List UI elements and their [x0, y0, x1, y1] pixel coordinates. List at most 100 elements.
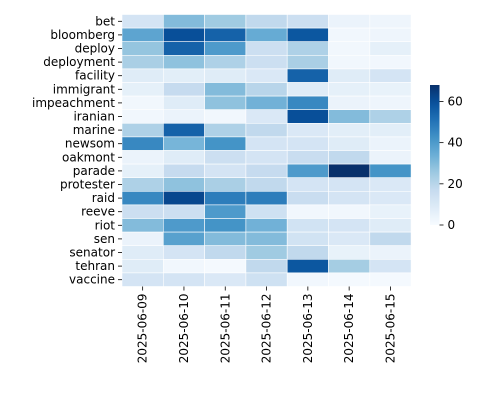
heatmap-cell: bloomberg / 2025-06-13: 58	[286, 27, 329, 43]
heatmap-cell: parade / 2025-06-15: 42	[369, 163, 412, 179]
heatmap-cell: raid / 2025-06-12: 48	[245, 191, 288, 206]
heatmap-cell: iranian / 2025-06-11: 2	[204, 109, 247, 124]
heatmap-cell: vaccine / 2025-06-13: 2	[286, 272, 329, 287]
heatmap-cell: deploy / 2025-06-11: 40	[204, 41, 247, 56]
heatmap-cell: newsom / 2025-06-14: 8	[328, 136, 371, 151]
heatmap-cell: deploy / 2025-06-10: 55	[163, 41, 205, 56]
heatmap-cell: vaccine / 2025-06-15: 1	[369, 272, 412, 287]
heatmap-cell: deploy / 2025-06-09: 27	[121, 41, 164, 56]
heatmap-cell: marine / 2025-06-12: 18	[245, 123, 288, 138]
heatmap-cell: tehran / 2025-06-09: 8	[121, 258, 164, 274]
heatmap-cell: oakmont / 2025-06-13: 16	[286, 150, 329, 165]
heatmap-cell: sen / 2025-06-10: 38	[163, 231, 205, 247]
heatmap-cell: reeve / 2025-06-09: 15	[121, 204, 164, 219]
heatmap-cell: newsom / 2025-06-10: 32	[163, 136, 205, 151]
heatmap-cell: senator / 2025-06-12: 25	[245, 245, 288, 260]
heatmap-cell: sen / 2025-06-14: 10	[328, 231, 371, 247]
heatmap-cell: raid / 2025-06-09: 45	[121, 191, 164, 206]
heatmap-cell: newsom / 2025-06-12: 12	[245, 136, 288, 151]
heatmap-cell: bet / 2025-06-15: 3	[369, 14, 412, 29]
heatmap-cell: reeve / 2025-06-15: 5	[369, 204, 412, 219]
heatmap-cell: sen / 2025-06-11: 30	[204, 231, 247, 247]
heatmap-cell: sen / 2025-06-13: 13	[286, 231, 329, 247]
heatmap-cell: protester / 2025-06-10: 28	[163, 177, 205, 192]
heatmap-cell: senator / 2025-06-09: 8	[121, 245, 164, 260]
heatmap-cell: bet / 2025-06-11: 25	[204, 14, 247, 29]
heatmap-cell: deployment / 2025-06-14: 2	[328, 54, 371, 70]
heatmap-cell: vaccine / 2025-06-10: 12	[163, 272, 205, 287]
heatmap-cell: deploy / 2025-06-12: 15	[245, 41, 288, 56]
heatmap-cell: newsom / 2025-06-09: 45	[121, 136, 164, 151]
heatmap-cell: bet / 2025-06-13: 15	[286, 14, 329, 29]
heatmap-cell: vaccine / 2025-06-11: 10	[204, 272, 247, 287]
heatmap-cell: impeachment / 2025-06-12: 33	[245, 95, 288, 110]
heatmap-cell: riot / 2025-06-12: 33	[245, 218, 288, 233]
column-label: 2025-06-09	[136, 294, 150, 364]
heatmap-cell: senator / 2025-06-13: 18	[286, 245, 329, 260]
heatmap-cell: newsom / 2025-06-13: 12	[286, 136, 329, 151]
heatmap-cell: bloomberg / 2025-06-15: 3	[369, 27, 412, 43]
heatmap-cell: marine / 2025-06-10: 55	[163, 123, 205, 138]
row-label: bloomberg	[50, 28, 115, 42]
heatmap-cell: tehran / 2025-06-15: 12	[369, 258, 412, 274]
heatmap-cell: protester / 2025-06-13: 12	[286, 177, 329, 192]
heatmap-cell: immigrant / 2025-06-14: 6	[328, 82, 371, 97]
heatmap-cell: deployment / 2025-06-09: 23	[121, 54, 164, 70]
heatmap-cell: tehran / 2025-06-13: 58	[286, 258, 329, 274]
heatmap-cell: raid / 2025-06-14: 12	[328, 191, 371, 206]
heatmap-cell: marine / 2025-06-09: 22	[121, 123, 164, 138]
heatmap-cell: marine / 2025-06-11: 22	[204, 123, 247, 138]
heatmap-cell: protester / 2025-06-09: 22	[121, 177, 164, 192]
heatmap-cell: newsom / 2025-06-15: 4	[369, 136, 412, 151]
column-label: 2025-06-11	[218, 294, 232, 364]
heatmap-cell: bet / 2025-06-12: 18	[245, 14, 288, 29]
heatmap-cell: reeve / 2025-06-12: 14	[245, 204, 288, 219]
heatmap-cell: iranian / 2025-06-14: 30	[328, 109, 371, 124]
heatmap-cell: facility / 2025-06-15: 12	[369, 68, 412, 83]
heatmap-cell: immigrant / 2025-06-09: 6	[121, 82, 164, 97]
column-label: 2025-06-12	[260, 294, 274, 364]
row-label: oakmont	[62, 150, 115, 164]
heatmap-cell: protester / 2025-06-12: 18	[245, 177, 288, 192]
heatmap-cell: senator / 2025-06-14: 5	[328, 245, 371, 260]
heatmap-cell: iranian / 2025-06-13: 60	[286, 109, 329, 124]
heatmap-cell: vaccine / 2025-06-12: 14	[245, 272, 288, 287]
heatmap-cell: deployment / 2025-06-12: 15	[245, 54, 288, 70]
column-labels: 2025-06-09 2025-06-10 2025-06-11 2025-06-12…	[136, 286, 397, 364]
heatmap-cell: deploy / 2025-06-13: 22	[286, 41, 329, 56]
heatmap-cell: parade / 2025-06-12: 17	[245, 163, 288, 179]
heatmap-cell: impeachment / 2025-06-13: 45	[286, 95, 329, 110]
heatmap-cell: immigrant / 2025-06-13: 8	[286, 82, 329, 97]
row-label: sen	[94, 232, 115, 246]
heatmap-cell: iranian / 2025-06-09: 2	[121, 109, 164, 124]
heatmap-cell: immigrant / 2025-06-10: 17	[163, 82, 205, 97]
heatmap-cell: tehran / 2025-06-11: 1	[204, 258, 247, 274]
heatmap-cell: parade / 2025-06-13: 40	[286, 163, 329, 179]
heatmap-cell: sen / 2025-06-15: 18	[369, 231, 412, 247]
row-label: marine	[73, 123, 115, 137]
colorbar-tick-label: 20	[448, 177, 463, 191]
heatmap-cell: protester / 2025-06-14: 12	[328, 177, 371, 192]
column-label: 2025-06-14	[342, 294, 356, 364]
row-label: raid	[92, 191, 115, 205]
row-label: tehran	[75, 259, 115, 273]
heatmap-cell: oakmont / 2025-06-11: 15	[204, 150, 247, 165]
heatmap-cell: vaccine / 2025-06-14: 1	[328, 272, 371, 287]
heatmap-cell: immigrant / 2025-06-15: 5	[369, 82, 412, 97]
heatmap-cells: bet / 2025-06-09: 12bet / 2025-06-10: 30…	[121, 14, 412, 287]
heatmap-cell: parade / 2025-06-09: 6	[121, 163, 164, 179]
row-labels: betbloombergdeploydeploymentfacilityimmi…	[32, 14, 122, 287]
heatmap-cell: oakmont / 2025-06-15: 4	[369, 150, 412, 165]
heatmap-cell: parade / 2025-06-10: 17	[163, 163, 205, 179]
row-label: newsom	[65, 137, 115, 151]
heatmap-cell: marine / 2025-06-13: 10	[286, 123, 329, 138]
heatmap-cell: marine / 2025-06-15: 7	[369, 123, 412, 138]
heatmap-cell: immigrant / 2025-06-12: 20	[245, 82, 288, 97]
heatmap-cell: facility / 2025-06-11: 8	[204, 68, 247, 83]
heatmap-cell: facility / 2025-06-12: 10	[245, 68, 288, 83]
heatmap-cell: protester / 2025-06-15: 10	[369, 177, 412, 192]
heatmap-cell: senator / 2025-06-10: 12	[163, 245, 205, 260]
column-label: 2025-06-15	[383, 294, 397, 364]
heatmap-cell: raid / 2025-06-15: 10	[369, 191, 412, 206]
heatmap-cell: senator / 2025-06-15: 4	[369, 245, 412, 260]
